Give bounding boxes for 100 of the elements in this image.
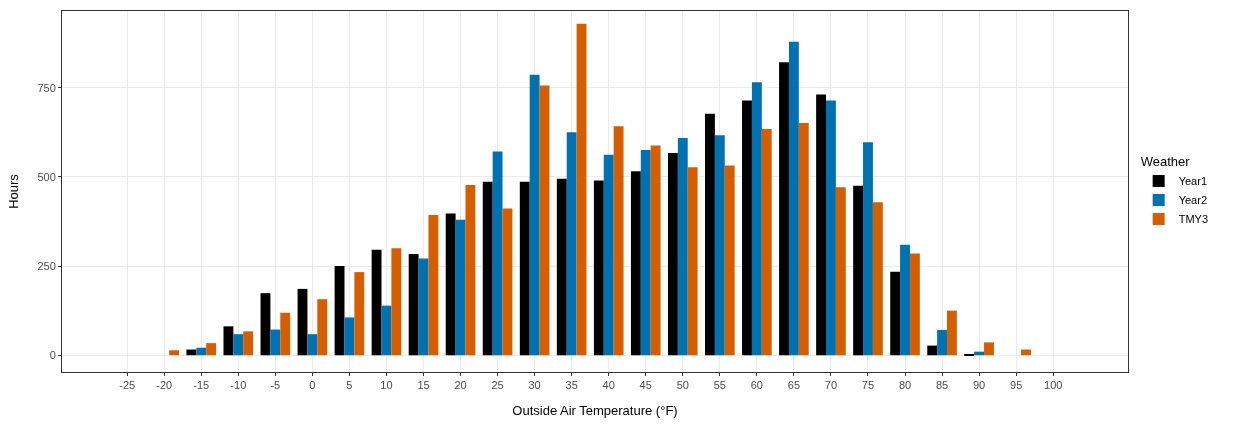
bar [391, 248, 402, 356]
bar [667, 152, 678, 356]
x-tick-label: 70 [824, 379, 838, 392]
x-tick-label: 15 [417, 379, 430, 392]
x-tick-label: 60 [750, 379, 763, 392]
x-tick-label: 0 [309, 379, 316, 392]
bar [853, 185, 864, 356]
x-tick-label: 100 [1044, 379, 1063, 392]
bar [900, 244, 910, 356]
bar [566, 132, 577, 356]
x-axis-title: Outside Air Temperature (°F) [512, 402, 678, 418]
bar [465, 185, 476, 356]
bar [428, 215, 439, 356]
bar [297, 288, 308, 356]
bar [816, 94, 826, 356]
bar [927, 345, 938, 356]
bar [593, 180, 604, 356]
y-tick-label: 250 [37, 259, 56, 272]
bar [576, 23, 587, 356]
bar [798, 123, 809, 356]
bar [371, 249, 382, 356]
bar [751, 82, 762, 356]
legend-label: Year2 [1178, 194, 1207, 207]
bar [482, 181, 493, 356]
bar [344, 317, 355, 356]
bar [603, 154, 614, 356]
bar [317, 299, 328, 356]
bar [650, 145, 661, 356]
bar [705, 113, 715, 356]
x-tick-label: -25 [119, 379, 136, 392]
bar [556, 178, 567, 356]
bar [354, 272, 365, 356]
x-tick-label: 75 [861, 379, 875, 392]
legend-label: TMY3 [1178, 213, 1208, 226]
x-tick-label: -5 [270, 379, 281, 392]
bar [260, 293, 271, 356]
x-tick-label: -10 [230, 379, 247, 392]
bar [872, 202, 883, 356]
bar [937, 329, 947, 356]
bar [519, 181, 530, 356]
x-tick-label: -15 [193, 379, 210, 392]
bar [206, 343, 217, 356]
x-tick-label: 30 [528, 379, 541, 392]
bar [677, 137, 688, 356]
bar [280, 312, 291, 356]
bar [196, 347, 207, 356]
bar [233, 334, 244, 356]
bar [761, 129, 772, 356]
bar [835, 187, 846, 356]
bar [687, 167, 698, 356]
bar [455, 219, 466, 356]
bar [890, 271, 901, 356]
x-tick-label: 35 [565, 379, 578, 392]
bar [243, 331, 254, 356]
bar [408, 253, 419, 356]
y-tick-label: 750 [37, 81, 56, 94]
bar [714, 135, 725, 356]
x-tick-label: 45 [639, 379, 652, 392]
legend-title: Weather [1140, 154, 1191, 170]
bar [270, 329, 281, 356]
y-axis-title: Hours [6, 173, 22, 209]
legend-label: Year1 [1178, 175, 1207, 188]
bar [947, 310, 957, 356]
bar [223, 326, 234, 356]
x-tick-label: -20 [156, 379, 173, 392]
bar [529, 74, 540, 356]
bar [788, 41, 799, 356]
bar [307, 334, 318, 356]
bar [492, 151, 503, 356]
bar [381, 305, 392, 356]
bar [984, 342, 994, 356]
bar [418, 258, 429, 356]
bar [779, 62, 789, 356]
x-tick-label: 10 [380, 379, 393, 392]
x-tick-label: 5 [346, 379, 353, 392]
x-tick-label: 65 [787, 379, 801, 392]
bar [445, 213, 456, 356]
bar [539, 85, 550, 356]
x-tick-label: 50 [676, 379, 689, 392]
bar [640, 150, 651, 356]
y-tick-label: 500 [37, 170, 56, 183]
bar [826, 100, 836, 356]
bar [334, 266, 345, 356]
bar [169, 350, 180, 356]
bar [909, 253, 920, 356]
y-tick-label: 0 [49, 349, 56, 362]
bar [724, 165, 735, 356]
x-tick-label: 40 [602, 379, 615, 392]
x-tick-label: 20 [454, 379, 467, 392]
bar [502, 208, 513, 356]
bar [613, 126, 624, 356]
x-tick-label: 55 [713, 379, 726, 392]
x-tick-label: 85 [935, 379, 949, 392]
x-tick-label: 25 [491, 379, 504, 392]
x-tick-label: 90 [972, 379, 986, 392]
x-tick-label: 80 [898, 379, 912, 392]
bar [863, 142, 873, 356]
bar [630, 171, 641, 356]
x-tick-label: 95 [1010, 379, 1023, 392]
bar [742, 100, 752, 356]
